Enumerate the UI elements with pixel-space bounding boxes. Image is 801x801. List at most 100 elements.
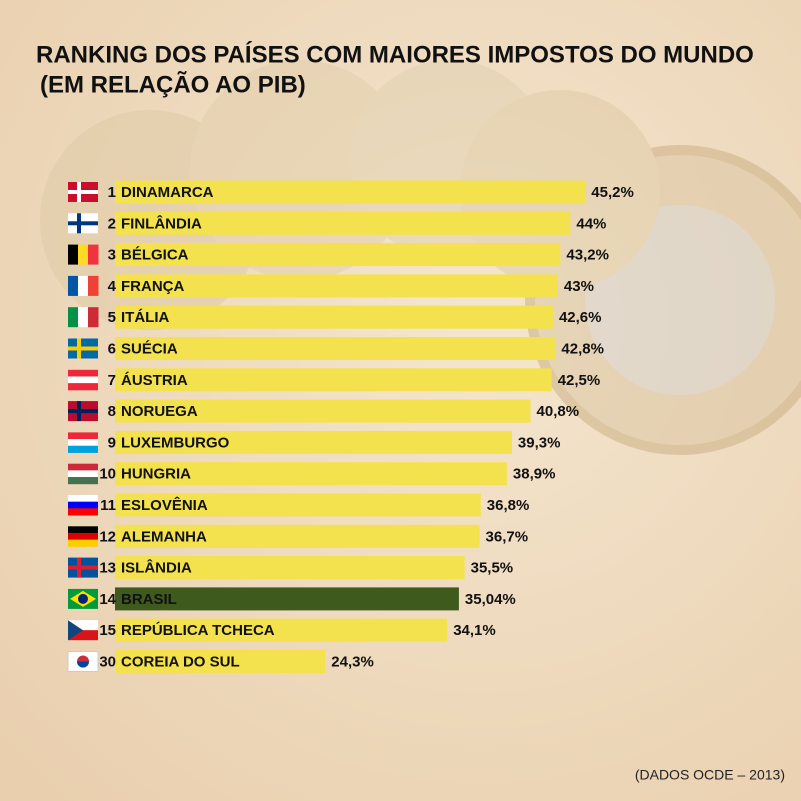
rank-label: 5 [108,309,116,326]
category-label: ALEMANHA [121,528,207,545]
rank-label: 4 [108,278,117,295]
rank-label: 10 [99,466,116,483]
flag-circle [77,661,89,668]
flag-icon [68,557,98,578]
flag-cross [68,346,98,351]
flag-icon [68,307,99,328]
category-label: REPÚBLICA TCHECA [121,621,275,639]
value-label: 42,6% [559,309,602,326]
flag-stripe [68,539,98,547]
value-label: 24,3% [331,653,374,670]
category-label: DINAMARCA [121,184,214,201]
category-label: ESLOVÊNIA [121,496,208,514]
flag-icon [68,338,98,359]
bar [115,618,448,642]
flag-icon [68,432,98,453]
value-label: 36,8% [487,497,530,514]
rank-label: 15 [99,622,116,639]
rank-label: 9 [108,434,116,451]
bar [115,243,561,267]
rank-label: 1 [108,184,116,201]
flag-icon [68,620,98,641]
value-label: 43% [564,278,594,295]
value-label: 38,9% [513,466,556,483]
category-label: HUNGRIA [121,466,191,483]
flag-stripe [68,532,98,541]
flag-stripe [68,307,79,328]
bar [115,650,326,673]
flag-stripe [68,477,98,485]
source: (DADOS OCDE – 2013) [635,767,785,783]
category-label: FINLÂNDIA [121,214,202,232]
rank-label: 30 [99,653,116,670]
flag-icon [68,495,98,516]
bar [115,524,480,548]
flag-bg [68,620,98,631]
flag-bg [68,630,98,641]
flag-stripe [68,432,98,440]
category-label: ISLÂNDIA [121,559,192,577]
rank-label: 14 [99,591,116,608]
flag-stripe [68,470,98,478]
category-label: ITÁLIA [121,309,169,326]
rank-label: 13 [99,560,116,577]
flag-stripe [68,383,98,391]
bar [115,211,571,235]
value-label: 42,5% [558,372,601,389]
flag-stripe [68,244,79,265]
category-label: SUÉCIA [121,340,178,357]
rank-label: 6 [108,340,116,357]
flag-cross [68,565,98,570]
chart-subtitle: (EM RELAÇÃO AO PIB) [40,70,306,98]
rank-label: 2 [108,215,116,232]
flag-stripe [68,369,98,377]
flag-icon [67,651,99,672]
flag-icon [68,369,98,391]
value-label: 39,3% [518,434,561,451]
flag-stripe [68,463,98,471]
bar [115,337,556,360]
category-label: BRASIL [121,591,177,608]
value-label: 35,5% [471,560,514,577]
flag-stripe [68,508,98,516]
value-label: 36,7% [486,528,529,545]
flag-stripe [68,501,98,509]
value-label: 34,1% [453,622,496,639]
flag-stripe [78,275,89,296]
flag-stripe [68,495,98,503]
rank-label: 8 [108,403,116,420]
flag-circle [78,593,88,604]
category-label: FRANÇA [121,278,184,295]
flag-stripe [68,526,98,534]
category-label: ÁUSTRIA [121,372,188,389]
flag-icon [68,213,98,234]
flag-stripe [78,307,89,328]
flag-icon [68,182,98,202]
value-label: 35,04% [465,591,516,608]
flag-icon [68,588,98,609]
rank-label: 11 [100,497,116,514]
rank-label: 7 [108,372,116,389]
rank-label: 3 [108,247,116,264]
chart-title: RANKING DOS PAÍSES COM MAIORES IMPOSTOS … [36,40,754,68]
flag-stripe [88,244,99,265]
bar [115,274,558,298]
value-label: 40,8% [537,403,580,420]
value-label: 45,2% [591,184,634,201]
bar [115,493,481,517]
flag-stripe [68,376,98,384]
category-label: LUXEMBURGO [121,434,230,451]
flag-icon [68,244,99,265]
flag-stripe [88,307,99,328]
flag-icon [68,463,98,485]
bar [115,368,552,392]
flag-stripe [88,275,99,296]
flag-cross [68,221,98,226]
flag-cross [68,409,98,414]
flag-stripe [68,439,98,447]
value-label: 43,2% [566,247,609,264]
bar [115,556,465,580]
flag-stripe [68,445,98,453]
value-label: 42,8% [561,340,604,357]
